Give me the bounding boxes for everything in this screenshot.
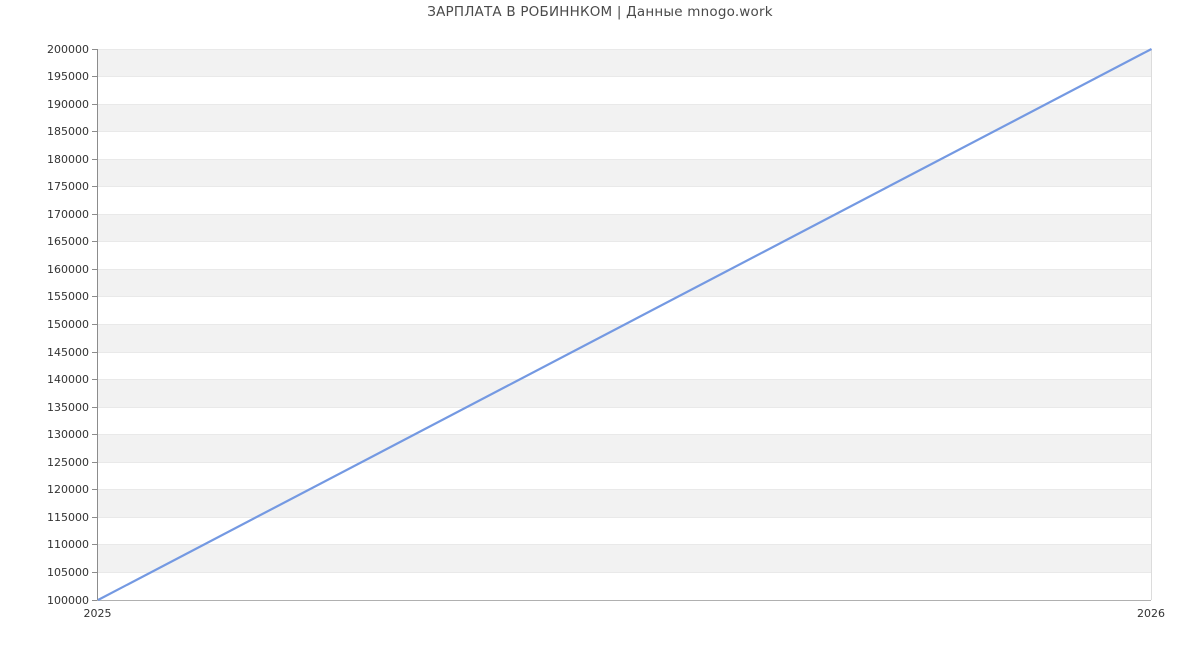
y-tick-label: 130000 (47, 428, 89, 442)
y-tick-mark (92, 351, 97, 353)
y-tick-label: 175000 (47, 180, 89, 194)
y-tick-label: 115000 (47, 510, 89, 524)
y-tick-mark (92, 131, 97, 133)
y-tick-label: 140000 (47, 373, 89, 387)
y-tick-label: 100000 (47, 593, 89, 607)
salary-data-line (96, 48, 1152, 601)
y-tick-mark (92, 186, 97, 188)
y-tick-label: 110000 (47, 538, 89, 552)
y-tick-mark (92, 544, 97, 546)
y-tick-label: 195000 (47, 70, 89, 84)
y-tick-label: 185000 (47, 125, 89, 139)
y-tick-mark (92, 268, 97, 270)
y-tick-label: 165000 (47, 235, 89, 249)
y-tick-mark (92, 241, 97, 243)
y-tick-mark (92, 516, 97, 518)
y-tick-mark (92, 48, 97, 50)
y-tick-mark (92, 599, 97, 601)
y-tick-label: 200000 (47, 42, 89, 56)
y-tick-label: 105000 (47, 565, 89, 579)
y-tick-mark (92, 379, 97, 381)
y-tick-mark (92, 103, 97, 105)
y-tick-label: 125000 (47, 455, 89, 469)
y-tick-label: 155000 (47, 290, 89, 304)
y-tick-label: 170000 (47, 207, 89, 221)
y-tick-label: 150000 (47, 318, 89, 331)
y-tick-mark (92, 571, 97, 573)
y-tick-label: 120000 (47, 483, 89, 497)
y-tick-mark (92, 461, 97, 463)
y-tick-label: 180000 (47, 152, 89, 166)
y-tick-mark (92, 296, 97, 298)
x-tick-label: 2026 (1137, 607, 1165, 620)
y-tick-mark (92, 434, 97, 436)
y-tick-label: 135000 (47, 400, 89, 414)
x-axis-line (96, 599, 1151, 601)
chart-title: ЗАРПЛАТА В РОБИННКОМ | Данные mnogo.work (427, 4, 773, 20)
series-layer (96, 48, 1152, 601)
x-tick-label: 2025 (83, 607, 112, 620)
y-tick-label: 160000 (47, 262, 89, 276)
y-tick-mark (92, 213, 97, 215)
y-tick-mark (92, 76, 97, 78)
y-tick-mark (92, 489, 97, 491)
y-tick-mark (92, 324, 97, 325)
y-tick-mark (92, 158, 97, 160)
y-tick-label: 190000 (47, 97, 89, 111)
y-axis-line (97, 49, 98, 601)
y-tick-mark (92, 406, 97, 408)
y-tick-label: 145000 (47, 345, 89, 359)
